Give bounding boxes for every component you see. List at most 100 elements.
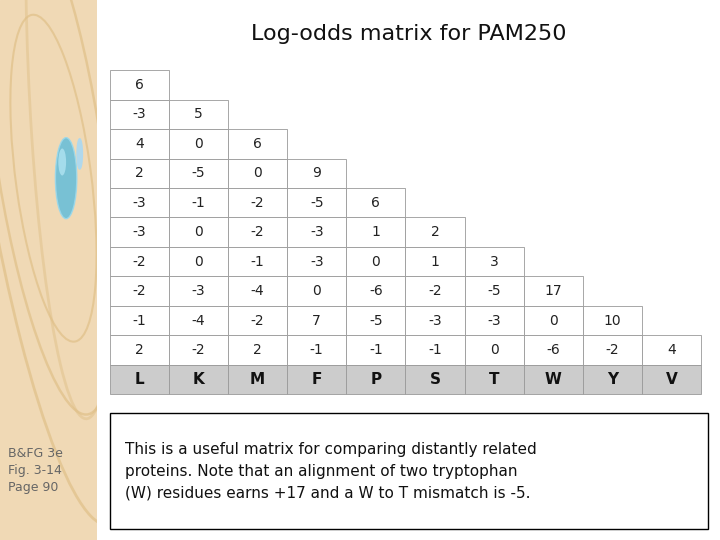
Text: -1: -1 [192,195,205,210]
Bar [228,188,287,218]
Text: -2: -2 [428,284,442,298]
Bar [346,306,405,335]
Bar [524,335,583,364]
Text: -2: -2 [251,314,264,328]
Bar [287,364,346,394]
Text: -2: -2 [132,255,146,269]
Text: S: S [430,372,441,387]
Text: 0: 0 [194,255,203,269]
Bar [109,413,708,529]
Text: K: K [192,372,204,387]
Text: -1: -1 [369,343,383,357]
Bar [464,364,524,394]
Bar [405,276,464,306]
Bar [524,364,583,394]
Text: -4: -4 [251,284,264,298]
Text: 6: 6 [253,137,262,151]
Bar [405,306,464,335]
Text: -3: -3 [132,107,146,122]
Circle shape [77,139,82,169]
Bar [168,335,228,364]
Text: P: P [370,372,382,387]
Text: 1: 1 [372,225,380,239]
Text: -2: -2 [251,195,264,210]
Text: 0: 0 [253,166,262,180]
Text: 2: 2 [135,343,143,357]
Bar [228,159,287,188]
Bar [109,306,168,335]
Text: 3: 3 [490,255,499,269]
Text: -1: -1 [428,343,442,357]
Bar [109,129,168,159]
Text: -3: -3 [487,314,501,328]
Bar [228,364,287,394]
Bar [524,276,583,306]
Bar [464,335,524,364]
Bar [346,364,405,394]
Bar [168,364,228,394]
Bar [228,129,287,159]
Bar [228,247,287,276]
Text: 0: 0 [312,284,321,298]
Bar [405,247,464,276]
Text: 9: 9 [312,166,321,180]
Text: F: F [312,372,322,387]
Text: Y: Y [607,372,618,387]
Text: -2: -2 [251,225,264,239]
Text: -2: -2 [192,343,205,357]
Bar [583,335,642,364]
Text: V: V [666,372,678,387]
Bar [583,364,642,394]
Text: -6: -6 [546,343,560,357]
Bar [346,276,405,306]
Text: -4: -4 [192,314,205,328]
Text: 2: 2 [135,166,143,180]
Text: -3: -3 [310,255,323,269]
Bar [168,218,228,247]
Bar [405,218,464,247]
Bar [583,306,642,335]
Text: -2: -2 [132,284,146,298]
Bar [405,364,464,394]
Ellipse shape [58,148,66,176]
Text: -5: -5 [487,284,501,298]
Bar [228,306,287,335]
Bar [346,335,405,364]
Text: -5: -5 [369,314,383,328]
Bar [228,218,287,247]
Text: -3: -3 [132,195,146,210]
Bar [287,159,346,188]
Bar [464,247,524,276]
Bar [168,188,228,218]
Bar [168,100,228,129]
Text: W: W [545,372,562,387]
Bar [109,335,168,364]
Text: 10: 10 [604,314,621,328]
Ellipse shape [55,138,77,219]
Text: 0: 0 [372,255,380,269]
Bar [168,129,228,159]
Text: 2: 2 [431,225,439,239]
Text: T: T [489,372,500,387]
Text: 4: 4 [135,137,143,151]
Bar [642,364,701,394]
Bar [109,218,168,247]
Text: -5: -5 [310,195,323,210]
Text: -1: -1 [132,314,146,328]
Bar [228,335,287,364]
Text: 1: 1 [431,255,439,269]
Text: 4: 4 [667,343,676,357]
Text: -1: -1 [251,255,264,269]
Bar [287,306,346,335]
Text: -3: -3 [132,225,146,239]
Bar [168,159,228,188]
Text: B&FG 3e
Fig. 3-14
Page 90: B&FG 3e Fig. 3-14 Page 90 [8,447,63,494]
Text: -3: -3 [428,314,442,328]
Text: M: M [250,372,265,387]
Bar [287,276,346,306]
Text: 6: 6 [135,78,144,92]
Bar [287,335,346,364]
Bar [287,188,346,218]
Text: 0: 0 [194,225,203,239]
Bar [168,247,228,276]
